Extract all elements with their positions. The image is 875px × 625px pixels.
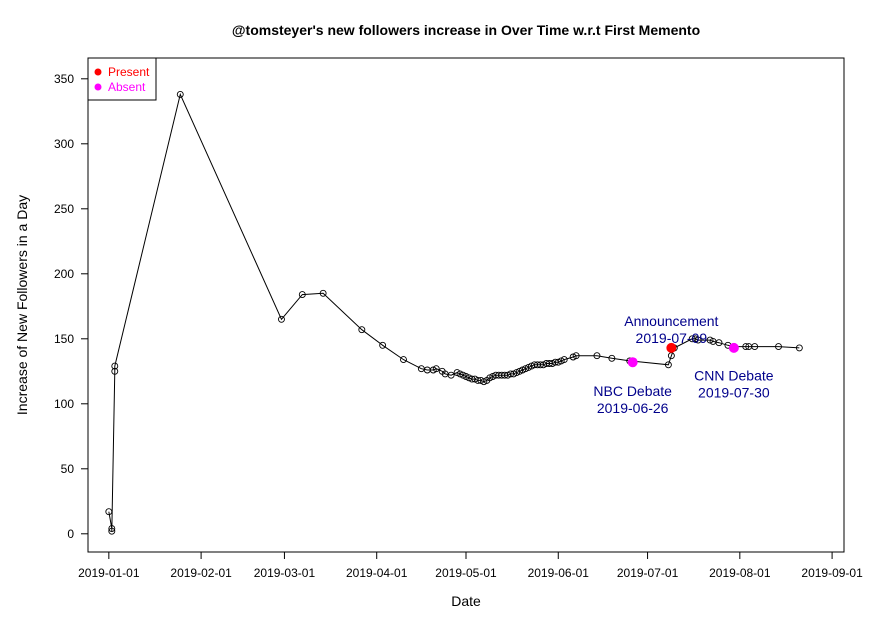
annotation-event: NBC Debate <box>593 383 672 399</box>
highlight-layer <box>627 342 739 368</box>
legend-label: Absent <box>108 80 146 94</box>
x-tick-label: 2019-05-01 <box>435 566 497 580</box>
y-tick-label: 300 <box>54 137 74 151</box>
absent-point <box>728 342 739 353</box>
y-tick-label: 250 <box>54 202 74 216</box>
y-tick-label: 100 <box>54 397 74 411</box>
data-point <box>715 339 723 347</box>
present-point <box>666 342 677 353</box>
x-tick-label: 2019-08-01 <box>709 566 771 580</box>
y-tick-label: 150 <box>54 332 74 346</box>
annotation-label: CNN Debate 2019-07-30 <box>694 367 774 400</box>
x-tick-label: 2019-06-01 <box>528 566 590 580</box>
annotation-label: Announcement 2019-07-09 <box>624 313 718 346</box>
y-tick-label: 350 <box>54 72 74 86</box>
x-tick-label: 2019-07-01 <box>617 566 679 580</box>
data-point <box>664 361 672 369</box>
absent-point <box>627 357 638 368</box>
data-point <box>400 356 407 364</box>
data-point <box>379 341 387 349</box>
y-axis: 0 50 100 150 200 250 300 350 <box>54 72 89 541</box>
data-point <box>560 356 568 364</box>
data-point <box>593 352 601 360</box>
chart-title: @tomsteyer's new followers increase in O… <box>232 22 700 38</box>
x-tick-label: 2019-03-01 <box>254 566 316 580</box>
x-tick-label: 2019-01-01 <box>78 566 140 580</box>
annotation-date: 2019-07-09 <box>636 330 708 346</box>
data-point <box>751 343 759 351</box>
data-point <box>176 90 184 98</box>
data-point <box>298 291 306 299</box>
annotation-date: 2019-07-30 <box>698 384 770 400</box>
data-point <box>447 371 455 379</box>
data-point <box>111 367 119 375</box>
annotation-date: 2019-06-26 <box>597 400 669 416</box>
x-tick-label: 2019-04-01 <box>346 566 408 580</box>
x-tick-label: 2019-09-01 <box>801 566 863 580</box>
x-axis: 2019-01-01 2019-02-01 2019-03-01 2019-04-01… <box>78 551 863 580</box>
data-point <box>432 365 440 373</box>
data-point <box>358 326 366 334</box>
y-tick-label: 50 <box>61 462 75 476</box>
legend-marker <box>94 68 102 76</box>
annotation-layer: Announcement 2019-07-09 NBC Debate 2019-06-… <box>593 313 773 416</box>
data-point <box>795 344 803 352</box>
y-tick-label: 0 <box>67 527 74 541</box>
data-point <box>108 525 116 533</box>
data-point <box>111 362 119 370</box>
x-tick-label: 2019-02-01 <box>170 566 232 580</box>
y-tick-label: 200 <box>54 267 74 281</box>
data-point <box>108 527 116 535</box>
y-axis-label: Increase of New Followers in a Day <box>14 195 30 415</box>
legend-marker <box>94 83 102 91</box>
annotation-event: Announcement <box>624 313 718 329</box>
data-point <box>278 315 285 323</box>
data-point <box>694 336 702 344</box>
annotation-event: CNN Debate <box>694 367 774 383</box>
legend-box <box>87 57 157 101</box>
data-point <box>319 289 327 297</box>
data-point <box>608 354 616 362</box>
data-point <box>775 343 782 351</box>
data-point <box>742 343 750 351</box>
annotation-label: NBC Debate 2019-06-26 <box>593 383 672 416</box>
data-point <box>105 508 113 516</box>
data-point <box>572 352 580 360</box>
legend-label: Present <box>108 65 150 79</box>
x-axis-label: Date <box>451 593 481 609</box>
series-layer <box>105 90 803 535</box>
